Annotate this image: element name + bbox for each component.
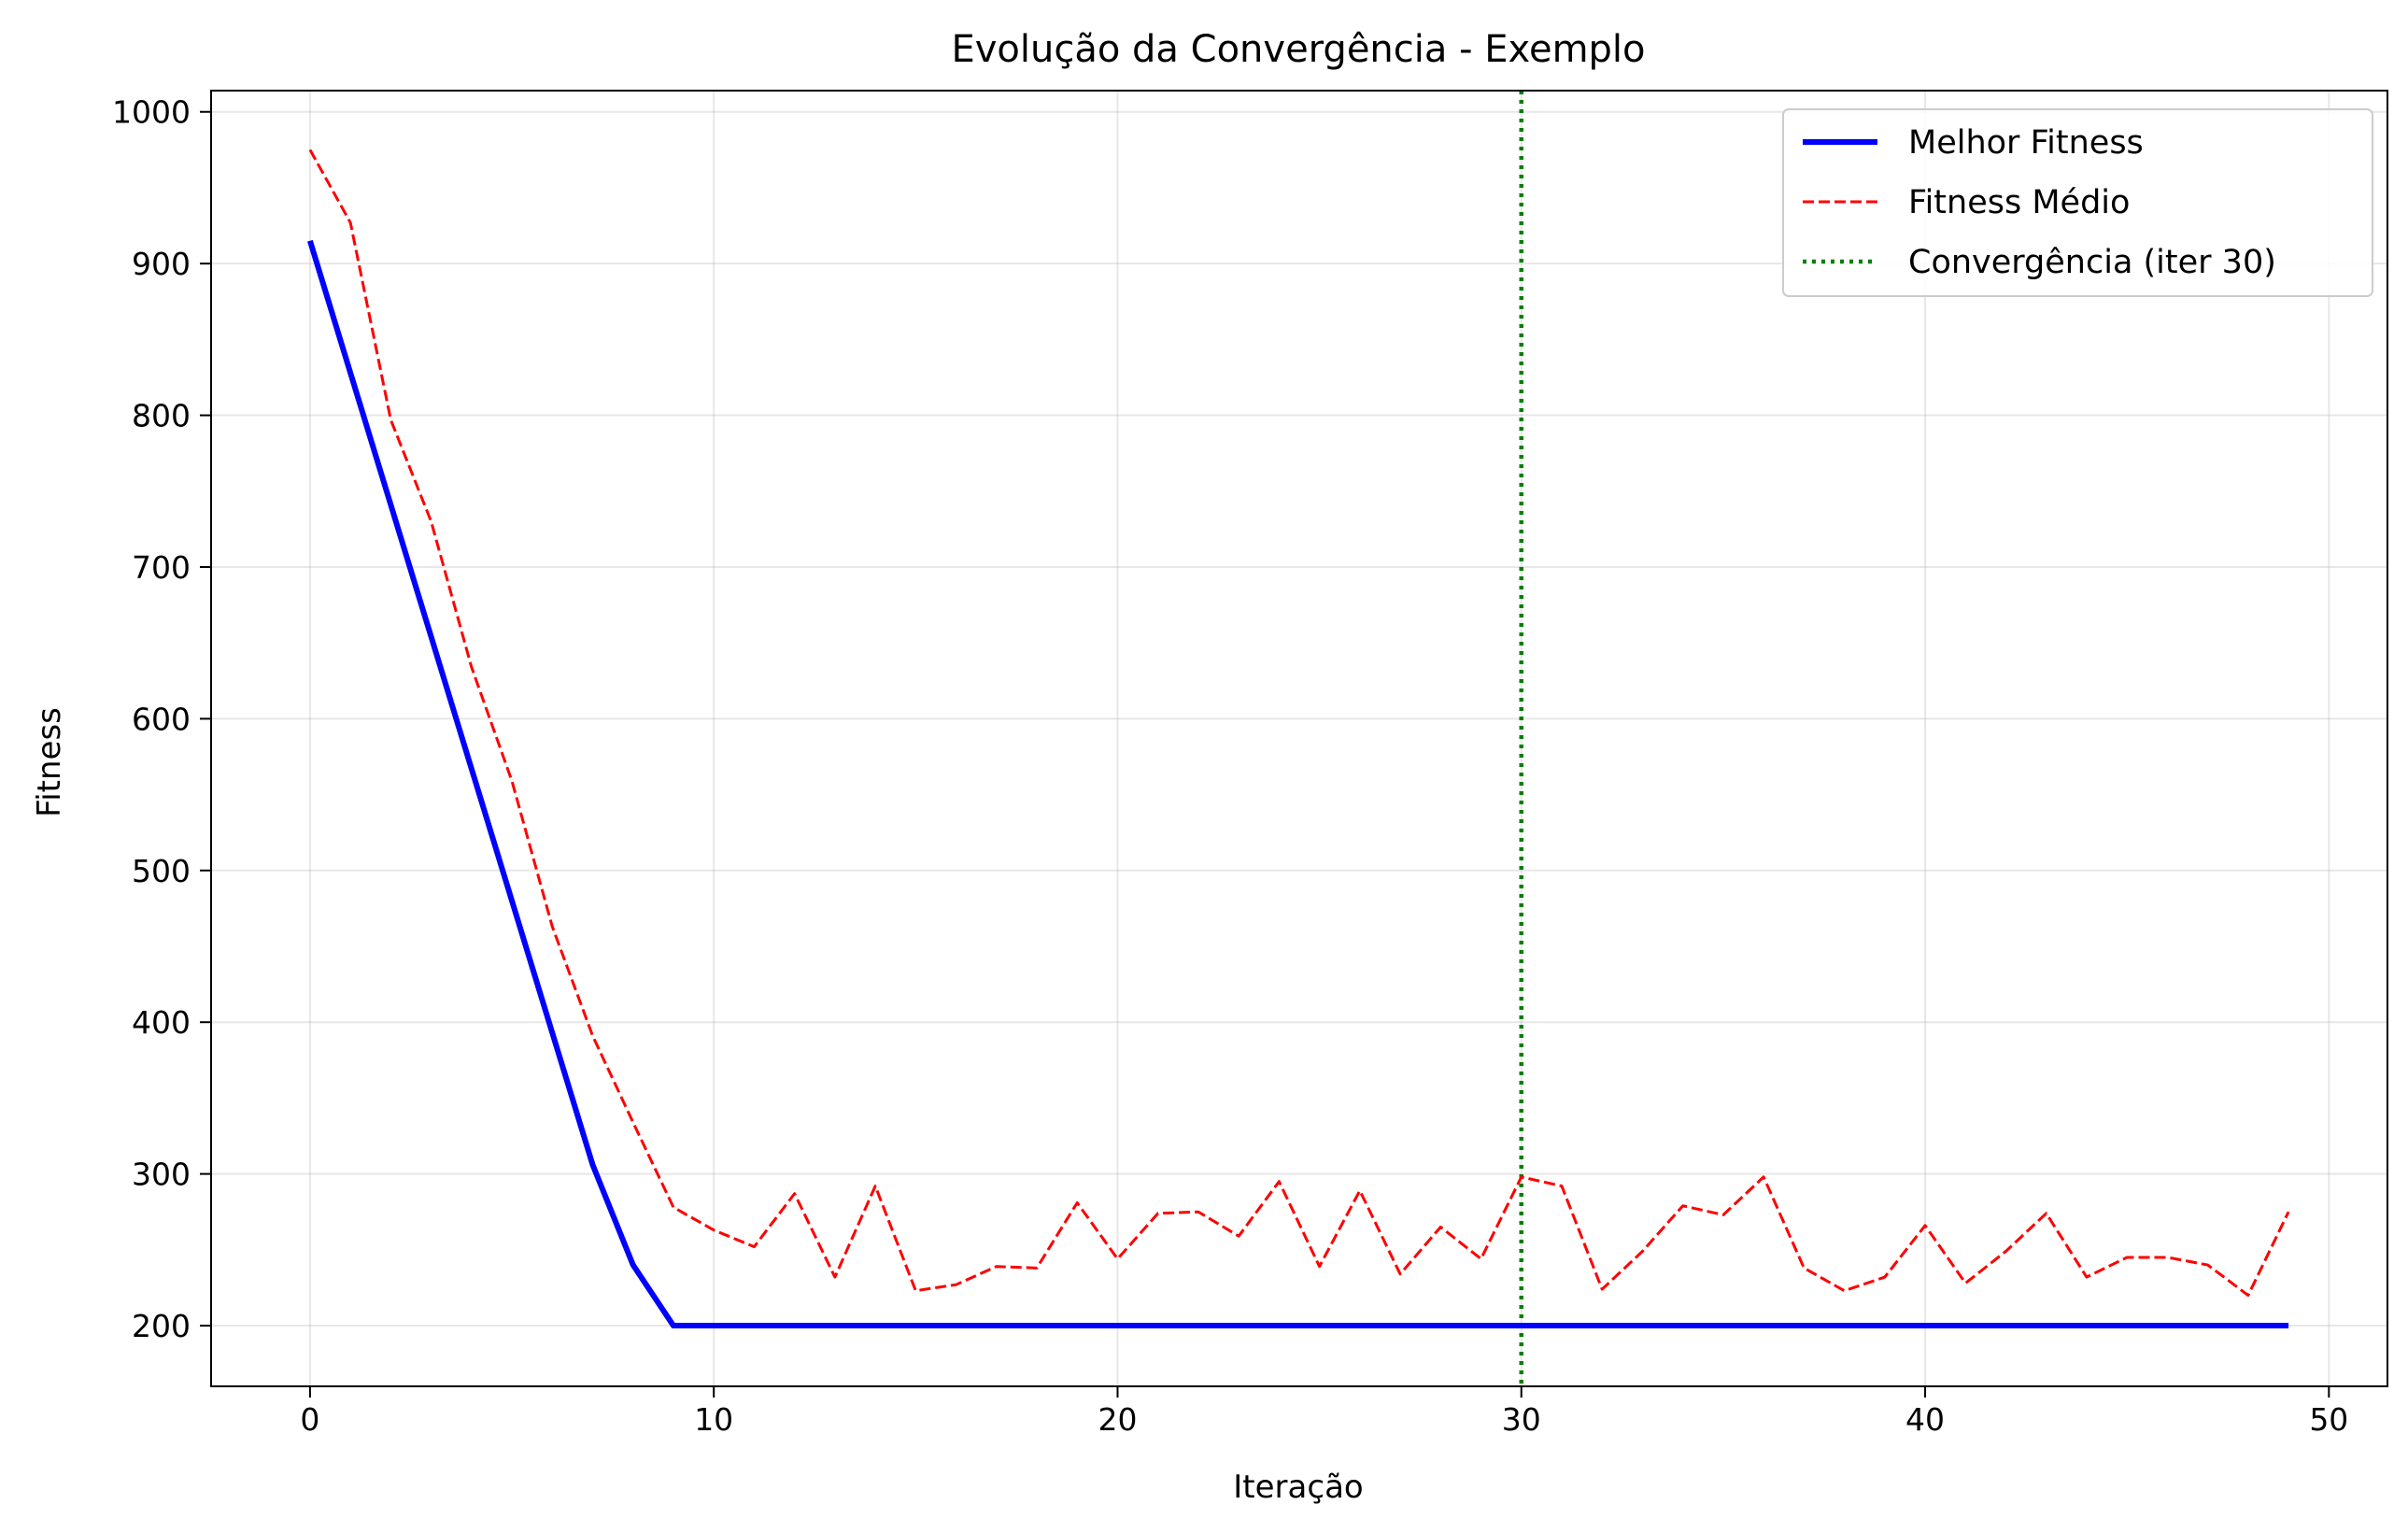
y-tick-label: 300	[132, 1157, 191, 1193]
x-axis-label: Iteração	[1233, 1469, 1363, 1506]
x-tick-label: 10	[694, 1401, 733, 1438]
y-tick-label: 200	[132, 1308, 191, 1344]
x-tick-label: 40	[1905, 1401, 1945, 1438]
series-line-mean-fitness	[308, 149, 2290, 1298]
plot-frame	[210, 90, 2388, 1387]
y-tick-label: 600	[132, 701, 191, 737]
y-tick-label: 800	[132, 398, 191, 434]
grid	[211, 91, 2387, 1386]
y-axis-ticks: 200 300 400 500 600 700 800 900 1000	[112, 94, 211, 1344]
legend-entry-label: Convergência (iter 30)	[1908, 244, 2276, 281]
x-tick-label: 30	[1502, 1401, 1541, 1438]
y-tick-label: 700	[132, 549, 191, 586]
x-tick-label: 20	[1098, 1401, 1137, 1438]
y-tick-label: 400	[132, 1004, 191, 1041]
y-tick-label: 1000	[112, 94, 191, 131]
y-tick-label: 500	[132, 853, 191, 889]
x-axis-ticks: 0 10 20 30 40 50	[300, 1386, 2348, 1438]
series-line-best-fitness	[307, 239, 2289, 1329]
legend-entry-label: Melhor Fitness	[1908, 124, 2144, 162]
y-axis-label: Fitness	[31, 707, 68, 817]
x-tick-label: 0	[300, 1401, 319, 1438]
legend-entry-label: Fitness Médio	[1908, 184, 2130, 221]
legend-box	[1782, 108, 2373, 297]
y-tick-label: 900	[132, 246, 191, 282]
x-tick-label: 50	[2309, 1401, 2348, 1438]
chart-title: Evolução da Convergência - Exemplo	[951, 28, 1645, 71]
legend: Melhor Fitness Fitness Médio Convergência …	[1782, 108, 2373, 297]
series-group	[307, 149, 2290, 1329]
